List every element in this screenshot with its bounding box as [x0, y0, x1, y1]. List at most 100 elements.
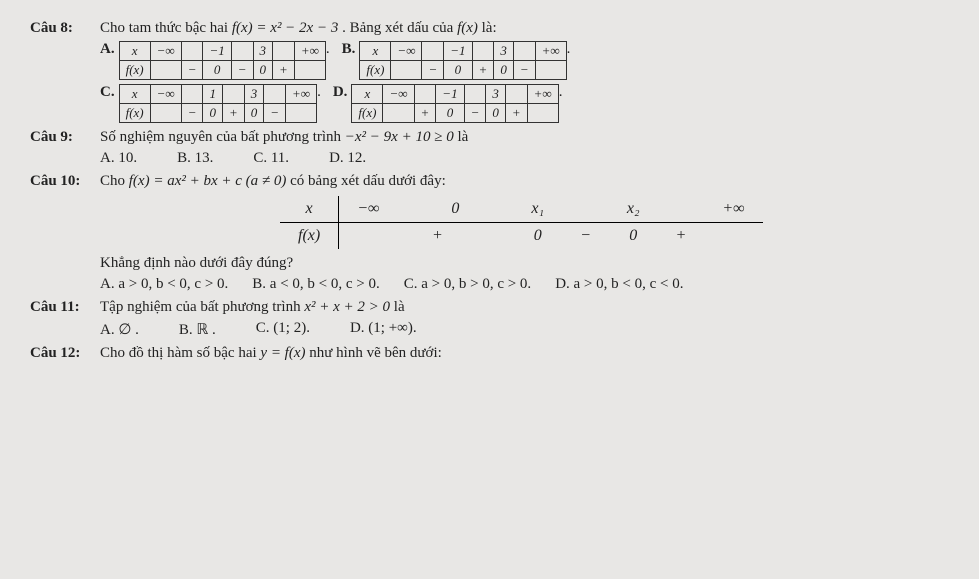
cell: 3 — [494, 42, 514, 61]
cell: 0 — [513, 223, 562, 250]
cell: f(x) — [119, 104, 150, 123]
cell: + — [222, 104, 244, 123]
q10-B: B. a < 0, b < 0, c > 0. — [252, 276, 379, 293]
q8-opt-C: C. x −∞ 1 3 +∞ f(x) − 0 + — [100, 84, 321, 123]
q10-A: A. a > 0, b < 0, c > 0. — [100, 276, 228, 293]
q8-D-letter: D. — [333, 84, 348, 101]
period: . — [317, 84, 321, 101]
cell: 0 — [203, 104, 223, 123]
q9-label: Câu 9: — [30, 129, 100, 146]
q9-stem: Số nghiệm nguyên của bất phương trình −x… — [100, 129, 949, 146]
cell: −∞ — [150, 85, 181, 104]
cell: x₁ — [513, 196, 562, 223]
cell: f(x) — [280, 223, 339, 250]
q8-opt-B: B. x −∞ −1 3 +∞ f(x) − 0 + — [342, 41, 571, 80]
q8-A-letter: A. — [100, 41, 115, 58]
q11-D: D. (1; +∞). — [350, 320, 417, 339]
q12-body: Cho đồ thị hàm số bậc hai y = f(x) như h… — [100, 345, 949, 362]
q9-stem-pre: Số nghiệm nguyên của bất phương trình — [100, 129, 345, 145]
cell: +∞ — [535, 42, 566, 61]
q10-label: Câu 10: — [30, 173, 100, 190]
cell: 0 — [433, 196, 477, 223]
q8-table-D: x −∞ −1 3 +∞ f(x) + 0 − 0 + — [351, 84, 558, 123]
cell: x — [119, 42, 150, 61]
q8-stem-end: là: — [482, 20, 497, 36]
q8-stem-fx: f(x) = x² − 2x − 3 — [232, 20, 339, 36]
period: . — [567, 41, 571, 58]
q8-C-letter: C. — [100, 84, 115, 101]
cell: x₂ — [609, 196, 658, 223]
cell: + — [397, 223, 477, 250]
cell: 0 — [253, 61, 273, 80]
cell: −∞ — [383, 85, 414, 104]
cell: f(x) — [119, 61, 150, 80]
q8-stem-post: . Bảng xét dấu của — [342, 20, 457, 36]
q8-B-letter: B. — [342, 41, 356, 58]
cell: 0 — [244, 104, 264, 123]
q8-options-row1: A. x −∞ −1 3 +∞ f(x) − 0 − — [100, 41, 949, 80]
cell: 0 — [486, 104, 506, 123]
q11-C: C. (1; 2). — [256, 320, 310, 339]
q8-options-row2: C. x −∞ 1 3 +∞ f(x) − 0 + — [100, 84, 949, 123]
cell: 0 — [494, 61, 514, 80]
q8-opt-A: A. x −∞ −1 3 +∞ f(x) − 0 − — [100, 41, 330, 80]
q9-stem-eq: −x² − 9x + 10 ≥ 0 — [345, 129, 454, 145]
q11-label: Câu 11: — [30, 299, 100, 316]
q11-options: A. ∅ . B. ℝ . C. (1; 2). D. (1; +∞). — [100, 320, 949, 339]
q8-label: Câu 8: — [30, 20, 100, 37]
q9-D: D. 12. — [329, 150, 366, 167]
cell: +∞ — [286, 85, 317, 104]
q8-stem-fx2: f(x) — [457, 20, 478, 36]
q9-options: A. 10. B. 13. C. 11. D. 12. — [100, 150, 949, 167]
q9-C: C. 11. — [253, 150, 289, 167]
cell: +∞ — [294, 42, 325, 61]
q8-body: Cho tam thức bậc hai f(x) = x² − 2x − 3 … — [100, 20, 949, 123]
cell: f(x) — [352, 104, 383, 123]
q8-stem-pre: Cho tam thức bậc hai — [100, 20, 232, 36]
cell: 3 — [253, 42, 273, 61]
q8-opt-D: D. x −∞ −1 3 +∞ f(x) + 0 − — [333, 84, 563, 123]
question-8: Câu 8: Cho tam thức bậc hai f(x) = x² − … — [30, 20, 949, 123]
q10-body: Cho f(x) = ax² + bx + c (a ≠ 0) có bảng … — [100, 173, 949, 293]
cell: − — [422, 61, 444, 80]
cell: − — [181, 104, 203, 123]
period: . — [326, 41, 330, 58]
cell: x — [352, 85, 383, 104]
cell: f(x) — [360, 61, 391, 80]
cell: −1 — [436, 85, 464, 104]
q10-stem-eq: f(x) = ax² + bx + c (a ≠ 0) — [129, 173, 287, 189]
q12-stem-post: như hình vẽ bên dưới: — [309, 345, 442, 361]
cell: +∞ — [704, 196, 762, 223]
q12-stem-pre: Cho đồ thị hàm số bậc hai — [100, 345, 260, 361]
q10-options: A. a > 0, b < 0, c > 0. B. a < 0, b < 0,… — [100, 276, 949, 293]
cell: + — [414, 104, 436, 123]
q10-D: D. a > 0, b < 0, c < 0. — [555, 276, 683, 293]
cell: x — [360, 42, 391, 61]
q9-B: B. 13. — [177, 150, 213, 167]
cell: 3 — [486, 85, 506, 104]
cell: − — [264, 104, 286, 123]
q9-body: Số nghiệm nguyên của bất phương trình −x… — [100, 129, 949, 167]
cell: 0 — [609, 223, 658, 250]
q11-stem-post: là — [394, 299, 405, 315]
cell: − — [513, 61, 535, 80]
cell: + — [273, 61, 295, 80]
cell: +∞ — [527, 85, 558, 104]
q10-sub: Khẳng định nào dưới đây đúng? — [100, 255, 949, 272]
q8-table-A: x −∞ −1 3 +∞ f(x) − 0 − 0 + — [119, 41, 326, 80]
cell: −∞ — [150, 42, 181, 61]
cell: x — [119, 85, 150, 104]
q12-label: Câu 12: — [30, 345, 100, 362]
q11-stem-eq: x² + x + 2 > 0 — [304, 299, 390, 315]
cell: − — [231, 61, 253, 80]
period: . — [559, 84, 563, 101]
q9-stem-post: là — [457, 129, 468, 145]
cell: −1 — [444, 42, 472, 61]
cell: − — [464, 104, 486, 123]
cell: x — [280, 196, 339, 223]
q8-table-C: x −∞ 1 3 +∞ f(x) − 0 + 0 − — [119, 84, 317, 123]
q11-body: Tập nghiệm của bất phương trình x² + x +… — [100, 299, 949, 339]
cell: + — [472, 61, 494, 80]
cell: − — [181, 61, 203, 80]
q8-stem: Cho tam thức bậc hai f(x) = x² − 2x − 3 … — [100, 20, 949, 37]
